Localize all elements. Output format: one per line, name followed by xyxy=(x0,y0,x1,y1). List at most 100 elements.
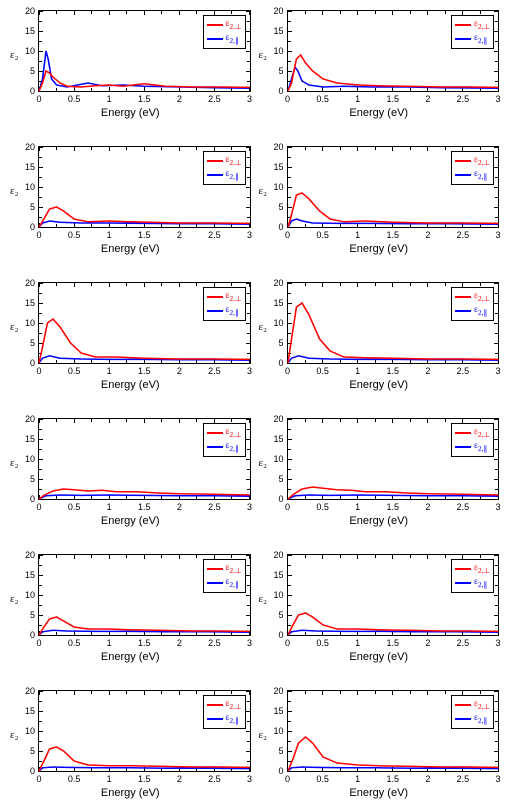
plot-svg xyxy=(288,419,499,499)
x-tick-label: 2 xyxy=(425,230,430,240)
plot-area: 0510152000.511.522.53ε2,⊥ε2,∥ xyxy=(287,554,500,636)
plot-svg xyxy=(288,691,499,771)
x-tick-label: 3 xyxy=(247,638,252,648)
x-tick-label: 2 xyxy=(425,94,430,104)
x-tick-label: 2.5 xyxy=(208,774,221,784)
x-tick-label: 2 xyxy=(177,366,182,376)
x-tick-label: 2 xyxy=(177,94,182,104)
x-tick-label: 2.5 xyxy=(457,774,470,784)
x-tick-label: 0 xyxy=(285,638,290,648)
y-tick-label: 15 xyxy=(266,434,284,444)
x-tick-label: 0 xyxy=(285,502,290,512)
x-tick-label: 2 xyxy=(425,366,430,376)
x-tick-label: 0 xyxy=(36,94,41,104)
x-tick-label: 1.5 xyxy=(386,502,399,512)
y-tick-label: 0 xyxy=(266,766,284,776)
x-tick-label: 1 xyxy=(107,94,112,104)
y-tick-label: 15 xyxy=(17,26,35,36)
y-tick-label: 0 xyxy=(17,358,35,368)
y-tick-label: 20 xyxy=(266,414,284,424)
y-tick-label: 20 xyxy=(17,686,35,696)
x-tick-label: 2 xyxy=(177,502,182,512)
y-tick-label: 15 xyxy=(17,162,35,172)
x-tick-label: 3 xyxy=(247,230,252,240)
x-tick-label: 1 xyxy=(355,94,360,104)
y-tick-label: 0 xyxy=(17,630,35,640)
chart-panel: ε₂0510152000.511.522.53ε2,⊥ε2,∥Energy (e… xyxy=(259,418,500,526)
y-tick-label: 20 xyxy=(266,686,284,696)
y-tick-label: 10 xyxy=(17,590,35,600)
y-tick-label: 5 xyxy=(17,610,35,620)
x-tick-label: 1.5 xyxy=(386,230,399,240)
x-tick-label: 2 xyxy=(425,774,430,784)
y-tick-label: 10 xyxy=(17,318,35,328)
x-tick-label: 1.5 xyxy=(386,366,399,376)
y-tick-label: 15 xyxy=(17,298,35,308)
y-tick-label: 0 xyxy=(266,494,284,504)
x-tick-label: 1.5 xyxy=(386,94,399,104)
x-tick-label: 2 xyxy=(425,502,430,512)
series-perpendicular xyxy=(39,319,250,363)
x-tick-label: 3 xyxy=(247,366,252,376)
plot-svg xyxy=(288,147,499,227)
x-tick-label: 2.5 xyxy=(208,94,221,104)
series-parallel xyxy=(288,495,499,499)
x-tick-label: 1 xyxy=(355,366,360,376)
plot-area: 0510152000.511.522.53ε2,⊥ε2,∥ xyxy=(38,10,251,92)
x-tick-label: 0 xyxy=(285,774,290,784)
y-tick-label: 20 xyxy=(17,142,35,152)
x-tick-label: 0.5 xyxy=(316,638,329,648)
y-tick-label: 15 xyxy=(266,26,284,36)
x-axis-label: Energy (eV) xyxy=(101,107,160,119)
plot-area: 0510152000.511.522.53ε2,⊥ε2,∥ xyxy=(38,282,251,364)
x-tick-label: 2.5 xyxy=(457,502,470,512)
chart-panel: ε₂0510152000.511.522.53ε2,⊥ε2,∥Energy (e… xyxy=(259,690,500,798)
y-tick-label: 0 xyxy=(266,222,284,232)
y-tick-label: 20 xyxy=(266,278,284,288)
y-tick-label: 5 xyxy=(266,746,284,756)
x-tick-label: 1.5 xyxy=(386,774,399,784)
x-tick-label: 0.5 xyxy=(316,502,329,512)
x-tick-label: 2 xyxy=(177,774,182,784)
x-axis-label: Energy (eV) xyxy=(101,651,160,663)
series-parallel xyxy=(39,495,250,499)
series-perpendicular xyxy=(288,303,499,363)
x-tick-label: 2 xyxy=(177,638,182,648)
y-tick-label: 10 xyxy=(17,182,35,192)
plot-svg xyxy=(39,555,250,635)
x-tick-label: 0 xyxy=(36,230,41,240)
x-tick-label: 0 xyxy=(36,366,41,376)
x-tick-label: 1 xyxy=(107,502,112,512)
x-tick-label: 0 xyxy=(36,502,41,512)
chart-panel: ε₂0510152000.511.522.53ε2,⊥ε2,∥Energy (e… xyxy=(10,554,251,662)
plot-area: 0510152000.511.522.53ε2,⊥ε2,∥ xyxy=(38,690,251,772)
x-tick-label: 0 xyxy=(36,774,41,784)
x-tick-label: 0.5 xyxy=(68,774,81,784)
chart-panel: ε₂0510152000.511.522.53ε2,⊥ε2,∥Energy (e… xyxy=(10,146,251,254)
x-tick-label: 0.5 xyxy=(316,94,329,104)
x-axis-label: Energy (eV) xyxy=(349,107,408,119)
x-tick-label: 3 xyxy=(247,502,252,512)
x-tick-label: 0 xyxy=(36,638,41,648)
y-tick-label: 10 xyxy=(17,726,35,736)
x-axis-label: Energy (eV) xyxy=(101,243,160,255)
y-tick-label: 20 xyxy=(17,414,35,424)
chart-panel: ε₂0510152000.511.522.53ε2,⊥ε2,∥Energy (e… xyxy=(259,282,500,390)
y-tick-label: 0 xyxy=(266,86,284,96)
x-tick-label: 3 xyxy=(247,774,252,784)
x-tick-label: 2.5 xyxy=(208,366,221,376)
x-tick-label: 0 xyxy=(285,230,290,240)
chart-grid: ε₂0510152000.511.522.53ε2,⊥ε2,∥Energy (e… xyxy=(10,10,499,798)
x-tick-label: 2.5 xyxy=(457,94,470,104)
plot-area: 0510152000.511.522.53ε2,⊥ε2,∥ xyxy=(287,690,500,772)
x-tick-label: 0.5 xyxy=(68,94,81,104)
y-tick-label: 5 xyxy=(17,338,35,348)
y-tick-label: 20 xyxy=(17,6,35,16)
x-tick-label: 0.5 xyxy=(316,774,329,784)
y-tick-label: 10 xyxy=(266,454,284,464)
x-tick-label: 3 xyxy=(247,94,252,104)
y-tick-label: 15 xyxy=(266,298,284,308)
y-tick-label: 15 xyxy=(17,570,35,580)
x-axis-label: Energy (eV) xyxy=(101,515,160,527)
x-tick-label: 1.5 xyxy=(386,638,399,648)
